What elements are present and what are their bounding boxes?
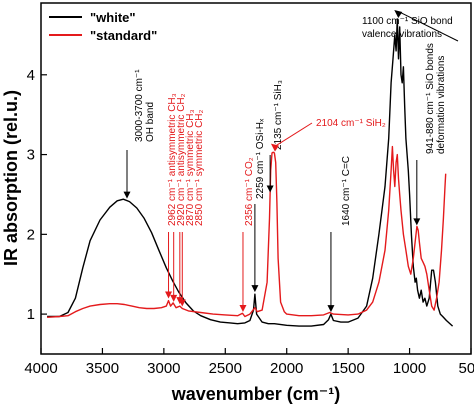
annotation-label: deformation vibrations [436,56,447,154]
x-tick-label: 3000 [147,360,180,377]
x-tick-label: 3500 [86,360,119,377]
plot-frame [40,2,472,355]
axes-layer: 4000 3500 3000 2500 2000 1500 1000 500 1 2 3 4 [24,67,474,377]
x-tick-label: 500 [458,360,474,377]
annotation: 2135 cm⁻¹ SiH₃ [266,80,284,193]
y-axis-title: IR absorption (rel.u.) [1,90,21,266]
annotation-label: 2259 cm⁻¹ OSi-Hₓ [255,118,266,199]
annotation-label: 2920 cm⁻¹ antisymmetric CH₂ [176,93,187,226]
series-line-white [47,18,454,327]
x-axis-title: wavenumber (cm⁻¹) [171,384,341,404]
annotation-label: 2104 cm⁻¹ SiH₂ [316,118,386,129]
annotation-arrowhead [394,9,403,18]
annotation-arrowhead [413,218,421,226]
annotation-arrowhead [239,304,247,312]
annotation: 2962 cm⁻¹ antisymmetric CH₃ [165,93,178,299]
y-tick-label: 1 [27,306,35,323]
y-tick-label: 2 [27,226,35,243]
annotation-label: 2870 cm⁻¹ symmetric CH₃ [185,109,196,226]
x-tick-label: 1000 [393,360,426,377]
annotation: 3000-3700 cm⁻¹ OH band [123,69,156,199]
annotation-arrowhead [123,191,131,199]
annotation: 2850 cm⁻¹ symmetric CH₂ [178,109,205,307]
annotation: 2920 cm⁻¹ antisymmetric CH₂ [170,93,187,302]
annotation-label: 2850 cm⁻¹ symmetric CH₂ [194,109,205,226]
annotation: 1640 cm⁻¹ C=C [327,156,352,313]
annotation-label: 2356 cm⁻¹ CO₂ [244,157,255,226]
x-tick-label: 2000 [270,360,303,377]
annotation-arrowhead [327,305,335,313]
annotation-arrowhead [170,294,178,302]
annotation-label: 1100 cm⁻¹ SiO bond [362,16,453,27]
annotation-arrowhead [266,185,274,193]
annotation: 2356 cm⁻¹ CO₂ [239,157,255,312]
annotation: 941-880 cm⁻¹ SiO bonds deformation vibrat… [413,43,447,226]
annotation-arrowhead [270,143,279,152]
y-tick-label: 4 [27,67,35,84]
series-line-standard [47,145,447,318]
annotation: 1100 cm⁻¹ SiO bond valence vibrations [362,9,459,42]
annotation-arrowhead [178,299,186,307]
annotation-arrow [275,122,313,147]
annotation-label: 3000-3700 cm⁻¹ [134,69,145,142]
legend-label: "white" [90,10,136,25]
annotation-arrowhead [251,285,259,293]
annotation-label: valence vibrations [362,29,442,40]
curves-layer [47,18,454,327]
legend: "white" "standard" [49,10,157,43]
annotation: 2104 cm⁻¹ SiH₂ [270,118,386,152]
annotation-label: 2962 cm⁻¹ antisymmetric CH₃ [167,93,178,226]
annotation-arrowhead [165,291,173,299]
x-tick-label: 4000 [24,360,57,377]
annotations-layer: 3000-3700 cm⁻¹ OH band 2962 cm⁻¹ antisymme… [123,9,459,313]
y-tick-label: 3 [27,147,35,164]
annotation-label: 1640 cm⁻¹ C=C [341,156,352,226]
annotation: 2259 cm⁻¹ OSi-Hₓ [251,118,266,293]
annotation-arrow [399,11,459,42]
x-tick-label: 1500 [331,360,364,377]
annotation-label: 941-880 cm⁻¹ SiO bonds [425,43,436,154]
annotation-label: OH band [145,102,156,142]
x-tick-label: 2500 [209,360,242,377]
annotation-label: 2135 cm⁻¹ SiH₃ [273,80,284,150]
legend-label: "standard" [90,28,157,43]
